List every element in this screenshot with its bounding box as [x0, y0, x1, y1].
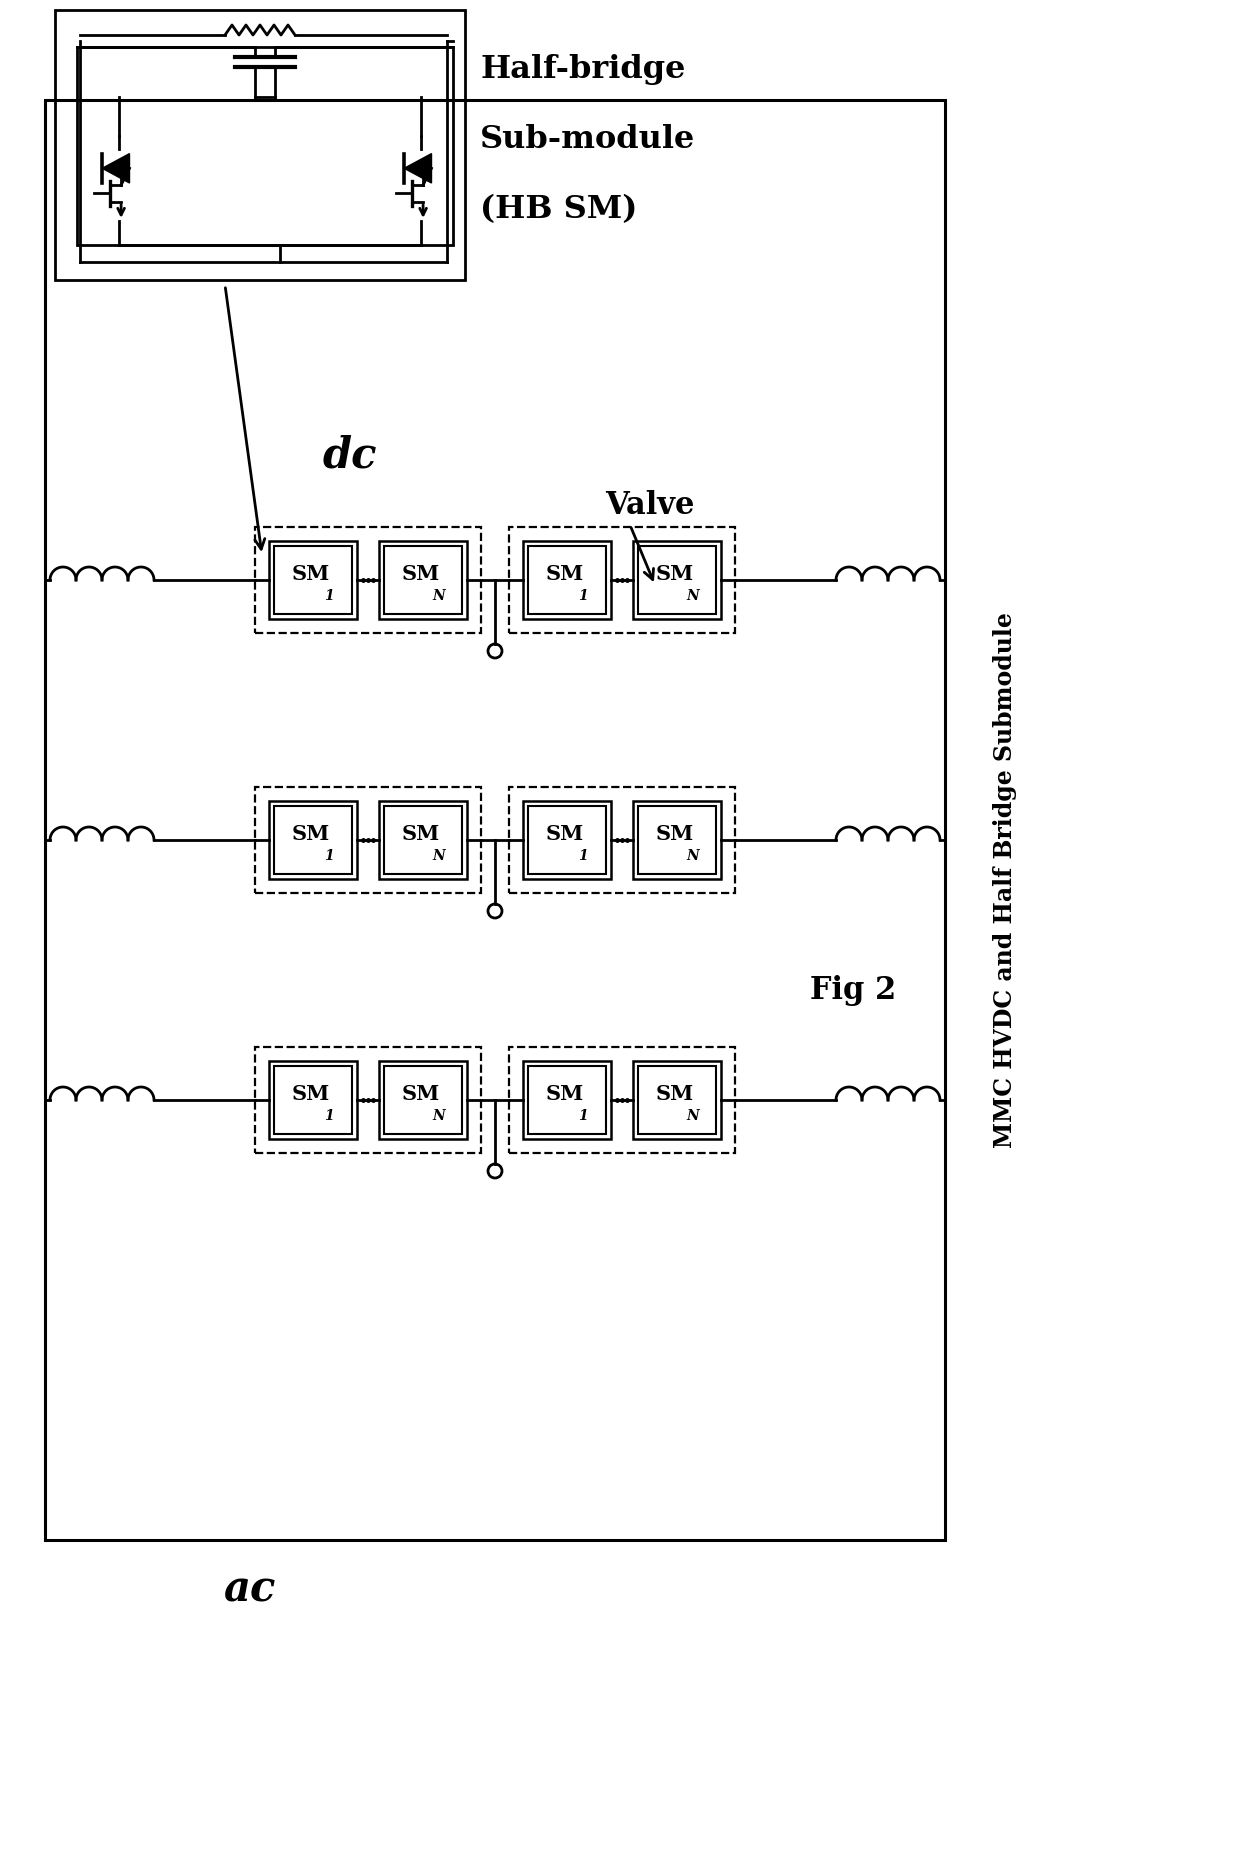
Bar [528, 805, 606, 874]
Text: SM: SM [402, 564, 440, 584]
Bar [632, 541, 720, 619]
Bar [274, 1066, 352, 1135]
Bar [269, 802, 357, 880]
Text: N: N [433, 1109, 445, 1123]
Text: N: N [687, 848, 699, 863]
Text: SM: SM [402, 824, 440, 844]
Text: SM: SM [656, 564, 694, 584]
Bar [639, 547, 715, 614]
Text: SM: SM [291, 564, 330, 584]
Text: 1: 1 [324, 1109, 334, 1123]
Text: 1: 1 [324, 588, 334, 603]
Polygon shape [404, 154, 432, 182]
Text: 1: 1 [578, 1109, 588, 1123]
Bar [379, 802, 467, 880]
Bar [379, 541, 467, 619]
Text: 1: 1 [324, 848, 334, 863]
Bar [255, 526, 481, 632]
Bar [274, 547, 352, 614]
Polygon shape [102, 154, 129, 182]
Bar [269, 1060, 357, 1138]
Text: dc: dc [322, 433, 377, 476]
Bar [528, 547, 606, 614]
Bar [508, 1047, 735, 1153]
Text: 1: 1 [578, 848, 588, 863]
Text: ac: ac [223, 1570, 277, 1611]
Text: SM: SM [656, 1084, 694, 1103]
Text: N: N [433, 588, 445, 603]
Bar [523, 541, 611, 619]
Bar [639, 805, 715, 874]
Bar [255, 787, 481, 893]
Bar [508, 787, 735, 893]
Text: 1: 1 [578, 588, 588, 603]
Text: SM: SM [546, 824, 584, 844]
Bar [55, 9, 465, 281]
Bar [379, 1060, 467, 1138]
Bar [523, 1060, 611, 1138]
Bar [45, 100, 945, 1540]
Text: MMC HVDC and Half Bridge Submodule: MMC HVDC and Half Bridge Submodule [993, 612, 1017, 1148]
Bar [384, 1066, 463, 1135]
Bar [384, 547, 463, 614]
Text: SM: SM [656, 824, 694, 844]
Text: N: N [687, 588, 699, 603]
Bar [528, 1066, 606, 1135]
Bar [384, 805, 463, 874]
Bar [77, 46, 453, 246]
Bar [523, 802, 611, 880]
Text: SM: SM [291, 824, 330, 844]
Text: N: N [687, 1109, 699, 1123]
Text: N: N [433, 848, 445, 863]
Bar [269, 541, 357, 619]
Text: Fig 2: Fig 2 [810, 975, 897, 1006]
Bar [274, 805, 352, 874]
Text: SM: SM [402, 1084, 440, 1103]
Text: Valve: Valve [605, 489, 694, 521]
Text: (HB SM): (HB SM) [480, 193, 637, 225]
Text: SM: SM [291, 1084, 330, 1103]
Text: SM: SM [546, 564, 584, 584]
Text: Sub-module: Sub-module [480, 125, 696, 154]
Bar [255, 1047, 481, 1153]
Text: SM: SM [546, 1084, 584, 1103]
Bar [632, 802, 720, 880]
Text: Half-bridge: Half-bridge [480, 54, 686, 86]
Bar [508, 526, 735, 632]
Bar [639, 1066, 715, 1135]
Bar [632, 1060, 720, 1138]
